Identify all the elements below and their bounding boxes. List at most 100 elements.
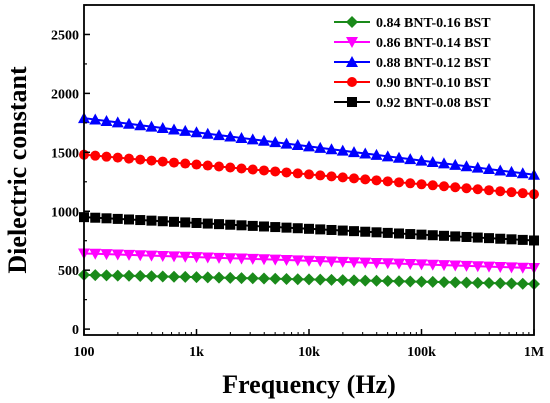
data-point <box>360 226 371 237</box>
data-point <box>169 216 179 227</box>
data-point <box>190 252 203 264</box>
data-point <box>224 271 237 284</box>
data-point <box>381 275 394 288</box>
data-point <box>247 220 258 231</box>
legend-label: 0.88 BNT-0.12 BST <box>376 56 491 71</box>
data-point <box>190 126 203 138</box>
data-point <box>370 274 383 287</box>
data-point <box>381 150 394 162</box>
legend-label: 0.92 BNT-0.08 BST <box>376 96 491 111</box>
data-point <box>405 229 416 240</box>
data-point <box>325 143 338 155</box>
x-tick-label: 100 <box>74 345 95 360</box>
data-point <box>190 271 203 284</box>
data-point <box>259 165 269 176</box>
data-point <box>304 223 314 234</box>
data-point <box>111 269 124 282</box>
data-point <box>269 254 282 266</box>
data-point <box>393 275 405 288</box>
data-point <box>325 256 338 268</box>
data-point <box>214 161 224 172</box>
legend-marker <box>347 97 357 107</box>
data-point <box>517 234 528 245</box>
data-point <box>471 161 484 173</box>
data-point <box>359 147 372 159</box>
data-point <box>484 233 494 244</box>
data-point <box>382 227 393 238</box>
data-point <box>269 272 282 285</box>
data-point <box>314 256 327 268</box>
data-point <box>258 272 270 285</box>
legend-marker <box>347 77 357 87</box>
data-point <box>111 249 124 261</box>
data-point <box>506 234 517 245</box>
data-point <box>89 113 102 125</box>
data-point <box>359 257 372 269</box>
data-point <box>225 219 236 230</box>
data-point <box>213 271 225 284</box>
data-point <box>325 273 338 286</box>
data-point <box>280 255 293 267</box>
data-point <box>157 156 168 167</box>
data-point <box>169 157 179 168</box>
y-tick-label: 1500 <box>51 146 79 161</box>
axis-ticks: 0 500 1000 1500 2000 2500 100 1k 10k 100k 1M <box>51 4 544 360</box>
data-point <box>145 270 158 283</box>
data-point <box>416 229 427 240</box>
x-tick-label: 100k <box>407 345 436 360</box>
data-point <box>404 153 417 165</box>
data-point <box>291 139 304 151</box>
data-point <box>494 277 507 290</box>
data-point <box>450 231 461 242</box>
data-point <box>315 224 326 235</box>
data-point <box>236 163 247 174</box>
data-point <box>123 269 135 282</box>
data-point <box>214 219 224 230</box>
data-point <box>370 257 383 269</box>
data-point <box>495 233 506 244</box>
data-point <box>426 275 439 288</box>
data-point <box>168 270 180 283</box>
data-point <box>112 152 123 163</box>
data-point <box>517 188 528 199</box>
data-point <box>281 222 292 233</box>
data-point <box>291 273 304 286</box>
data-point <box>370 148 383 160</box>
data-point <box>224 130 237 142</box>
data-point <box>269 136 282 148</box>
data-point <box>89 248 102 260</box>
data-point <box>303 140 315 152</box>
data-point <box>460 160 473 172</box>
data-point <box>191 217 202 228</box>
data-point <box>124 153 134 164</box>
data-point <box>213 129 225 141</box>
data-point <box>483 261 495 273</box>
data-point <box>505 277 518 290</box>
data-point <box>460 276 473 289</box>
y-tick-label: 500 <box>58 264 79 279</box>
data-point <box>438 157 450 169</box>
data-point <box>101 213 112 224</box>
data-point <box>247 164 258 175</box>
data-point <box>371 227 382 238</box>
data-point <box>123 117 135 129</box>
series-4 <box>79 149 539 200</box>
x-tick-label: 1M <box>524 345 544 360</box>
data-point <box>135 215 146 226</box>
data-point <box>348 274 360 287</box>
data-point <box>449 158 462 170</box>
data-point <box>270 222 281 233</box>
series-2 <box>78 248 540 275</box>
x-tick-label: 10k <box>298 345 320 360</box>
series-layer <box>78 112 540 290</box>
data-point <box>427 230 438 241</box>
data-point <box>246 133 259 145</box>
data-point <box>472 232 483 243</box>
data-point <box>460 260 473 272</box>
data-point <box>438 260 450 272</box>
data-point <box>336 256 349 268</box>
data-point <box>246 272 259 285</box>
legend-label: 0.84 BNT-0.16 BST <box>376 16 491 31</box>
data-point <box>292 223 303 234</box>
